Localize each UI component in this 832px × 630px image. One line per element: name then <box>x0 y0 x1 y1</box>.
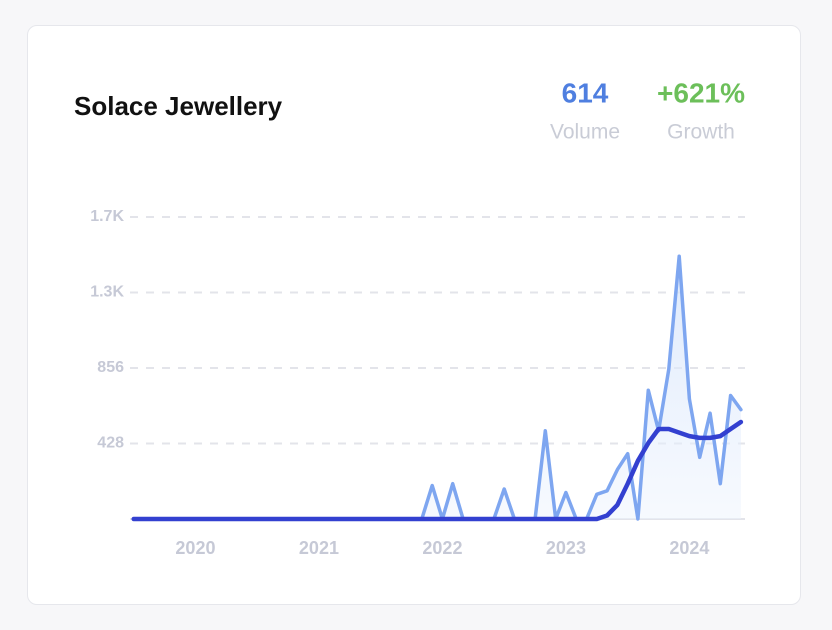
stat-label: Volume <box>550 121 620 144</box>
chart-title: Solace Jewellery <box>74 91 283 121</box>
x-tick-label: 2021 <box>299 538 339 558</box>
y-tick-label: 428 <box>97 435 124 452</box>
y-tick-label: 1.3K <box>90 284 124 301</box>
x-tick-label: 2022 <box>422 538 462 558</box>
x-tick-label: 2020 <box>175 538 215 558</box>
x-tick-label: 2024 <box>669 538 709 558</box>
y-tick-label: 856 <box>97 359 124 376</box>
line-series <box>131 419 744 522</box>
x-tick-label: 2023 <box>546 538 586 558</box>
area <box>133 256 741 519</box>
stat-value: 614 <box>562 77 609 108</box>
y-tick-label: 1.7K <box>90 208 124 225</box>
stat-value: +621% <box>657 77 745 108</box>
stat-label: Growth <box>667 121 735 144</box>
